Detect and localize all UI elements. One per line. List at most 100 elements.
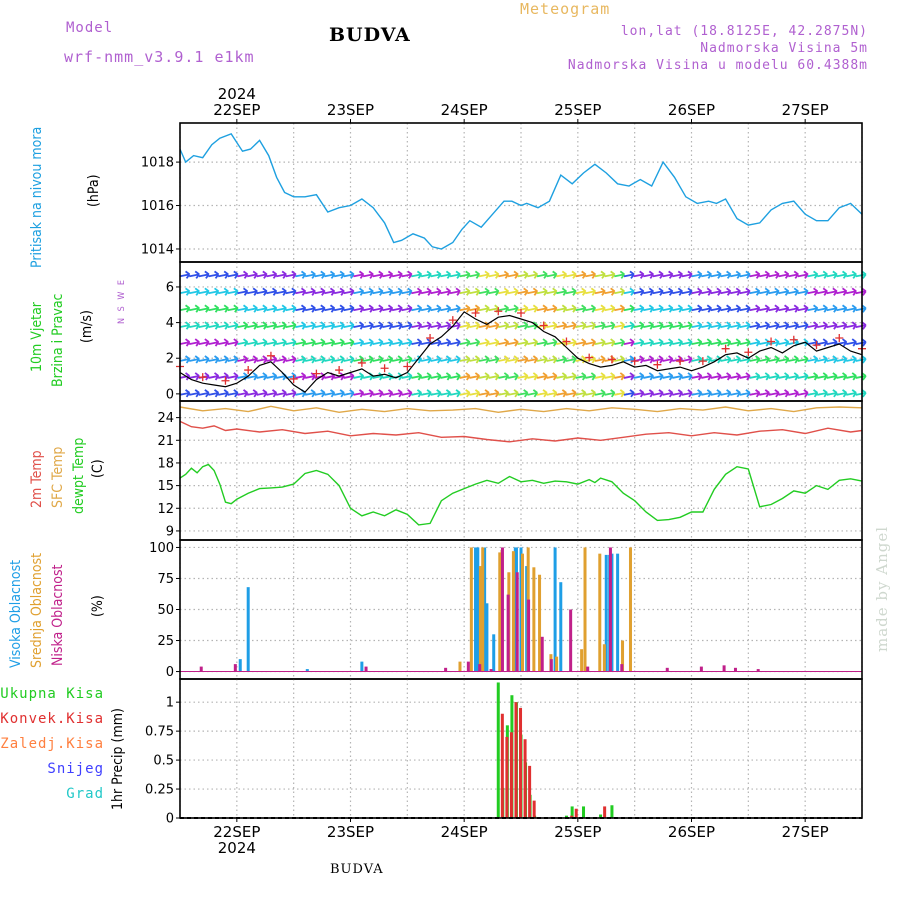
bottom-day-label: 22SEP <box>213 823 260 841</box>
high_cloud-bar <box>305 669 309 672</box>
y-tick-label: 21 <box>157 434 174 449</box>
low_cloud-bar <box>699 666 703 672</box>
wind-arrow <box>324 321 336 330</box>
wind-gust-marker <box>744 348 753 357</box>
mid_cloud-bar <box>598 553 602 672</box>
wind-arrow <box>556 355 568 364</box>
wind-arrow <box>730 321 741 330</box>
wind-arrow <box>227 338 239 347</box>
temp2m-line <box>179 420 863 443</box>
wind-arrow <box>691 304 703 313</box>
wind-arrow <box>314 389 326 398</box>
wind-arrow <box>759 355 770 364</box>
wind-arrow <box>836 287 848 296</box>
wind-speed-line <box>179 311 863 393</box>
wind-arrow <box>575 338 587 347</box>
wind-arrow <box>459 270 471 279</box>
wind-arrow <box>198 389 210 398</box>
wind-arrow <box>179 304 191 313</box>
wind-arrow <box>304 287 316 296</box>
wind-arrow <box>314 287 326 296</box>
wind-arrow <box>614 270 626 279</box>
wind-arrow <box>701 321 712 330</box>
wind-gust-marker <box>266 351 275 360</box>
wind-gust-marker <box>357 358 366 367</box>
wind-arrow <box>440 389 452 398</box>
wind-arrow <box>594 287 606 296</box>
wind-arrow <box>768 372 780 381</box>
bottom-day-label: 23SEP <box>327 823 374 841</box>
wind-gust-marker <box>789 335 798 344</box>
y-tick-label: 75 <box>157 572 174 587</box>
wind-arrow <box>788 270 799 279</box>
wind-arrow <box>855 355 867 364</box>
wind-arrow <box>633 287 645 296</box>
wind-arrow <box>846 321 857 330</box>
wind-arrow <box>759 270 770 279</box>
wind-arrow <box>324 389 336 398</box>
wind-arrow <box>788 304 799 313</box>
wind-gust-marker <box>721 344 730 353</box>
wind-arrow <box>565 355 577 364</box>
y-tick-label: 0.75 <box>145 725 174 740</box>
wind-arrow <box>208 372 220 381</box>
wind-gust-marker <box>698 357 707 366</box>
wind-arrow <box>778 287 790 296</box>
wind-arrow <box>797 270 809 279</box>
wind-arrow <box>401 287 413 296</box>
wind-arrow <box>652 355 664 364</box>
wind-arrow <box>817 287 828 296</box>
wind-arrow <box>807 389 819 398</box>
low_cloud-bar <box>478 664 482 672</box>
wind-arrow <box>275 355 287 364</box>
high_cloud-bar <box>483 547 487 672</box>
wind-arrow <box>778 355 790 364</box>
wind-arrow <box>807 372 819 381</box>
wind-arrow <box>749 304 761 313</box>
wind-arrow <box>333 270 345 279</box>
wind-arrow <box>295 304 307 313</box>
wind-arrow <box>469 372 481 381</box>
wind-arrow <box>218 338 229 347</box>
wind-arrow <box>778 304 790 313</box>
wind-arrow <box>730 389 741 398</box>
convective_precip-bar <box>574 808 578 818</box>
convective_precip-bar <box>603 806 607 818</box>
wind-arrow <box>478 372 490 381</box>
wind-arrow <box>846 338 857 347</box>
wind-arrow <box>855 287 867 296</box>
wind-arrow <box>681 355 693 364</box>
wind-arrow <box>585 355 597 364</box>
wind-arrow <box>314 321 326 330</box>
wind-arrow <box>836 321 848 330</box>
wind-arrow <box>536 355 548 364</box>
low_cloud-bar <box>500 547 504 672</box>
wind-arrow <box>797 321 809 330</box>
footer-location: BUDVA <box>330 862 384 877</box>
wind-arrow <box>836 372 848 381</box>
wind-arrow <box>778 270 790 279</box>
panel-frame-4 <box>179 678 863 819</box>
wind-arrow <box>778 338 790 347</box>
low_cloud-bar <box>515 572 519 672</box>
wind-arrow <box>749 321 761 330</box>
wind-arrow <box>324 304 336 313</box>
wind-arrow <box>565 372 577 381</box>
wind-arrow <box>362 287 374 296</box>
wind-arrow <box>826 270 838 279</box>
wind-arrow <box>643 304 655 313</box>
wind-arrow <box>275 372 287 381</box>
wind-arrow <box>701 338 712 347</box>
wind-arrow <box>401 355 413 364</box>
wind-arrow <box>391 355 403 364</box>
wind-arrow <box>498 304 510 313</box>
wind-arrow <box>353 321 365 330</box>
low_cloud-bar <box>444 667 448 672</box>
low_cloud-bar <box>586 666 590 672</box>
wind-arrow <box>652 338 664 347</box>
wind-arrow <box>314 270 326 279</box>
wind-arrow <box>517 270 529 279</box>
total_precip-bar <box>496 682 500 818</box>
wind-arrow <box>788 287 799 296</box>
wind-arrow <box>759 338 770 347</box>
